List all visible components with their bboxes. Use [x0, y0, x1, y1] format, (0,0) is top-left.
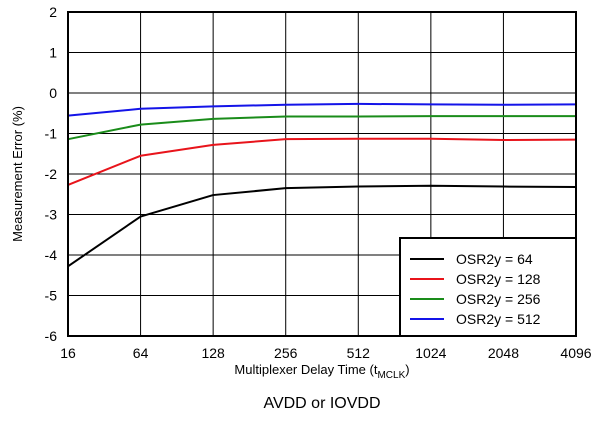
x-tick-label: 16 — [60, 345, 76, 361]
legend: OSR2y = 64 OSR2y = 128 OSR2y = 256 OSR2y = … — [399, 237, 577, 337]
x-tick-label: 256 — [274, 345, 298, 361]
y-tick-label: 0 — [49, 85, 57, 101]
x-axis-label-close: ) — [405, 362, 409, 377]
series-lines — [67, 102, 577, 268]
y-tick-label: 2 — [49, 4, 57, 20]
y-tick-label: 1 — [49, 45, 57, 61]
legend-label-1: OSR2y = 64 — [456, 251, 533, 267]
y-tick-label: -3 — [45, 207, 58, 223]
y-tick-label: -5 — [45, 288, 58, 304]
y-tick-label: -1 — [45, 126, 58, 142]
legend-label-4: OSR2y = 512 — [456, 311, 541, 327]
series-line-3 — [67, 115, 576, 141]
x-tick-label: 1024 — [415, 345, 446, 361]
legend-label-2: OSR2y = 128 — [456, 271, 541, 287]
x-tick-label: 64 — [133, 345, 149, 361]
series-line-4 — [67, 102, 577, 117]
y-tick-label: -4 — [45, 247, 58, 263]
y-tick-label: -6 — [45, 328, 58, 344]
chart-caption: AVDD or IOVDD — [263, 395, 380, 412]
x-axis-label-main: Multiplexer Delay Time (t — [234, 362, 377, 377]
x-tick-label: 2048 — [488, 345, 519, 361]
legend-label-3: OSR2y = 256 — [456, 291, 541, 307]
series-line-2 — [67, 137, 577, 186]
y-tick-labels: 2 1 0 -1 -2 -3 -4 -5 -6 — [45, 4, 58, 344]
x-axis-label-sub: MCLK — [377, 370, 405, 381]
series-line-1 — [67, 184, 577, 268]
x-tick-label: 4096 — [560, 345, 591, 361]
y-tick-label: -2 — [45, 166, 58, 182]
x-tick-labels: 16 64 128 256 512 1024 2048 4096 — [60, 345, 592, 361]
plot-frame — [67, 11, 577, 337]
x-tick-label: 128 — [201, 345, 225, 361]
x-axis-label: Multiplexer Delay Time (tMCLK) — [234, 362, 409, 381]
y-axis-label: Measurement Error (%) — [10, 106, 25, 242]
x-tick-label: 512 — [347, 345, 371, 361]
